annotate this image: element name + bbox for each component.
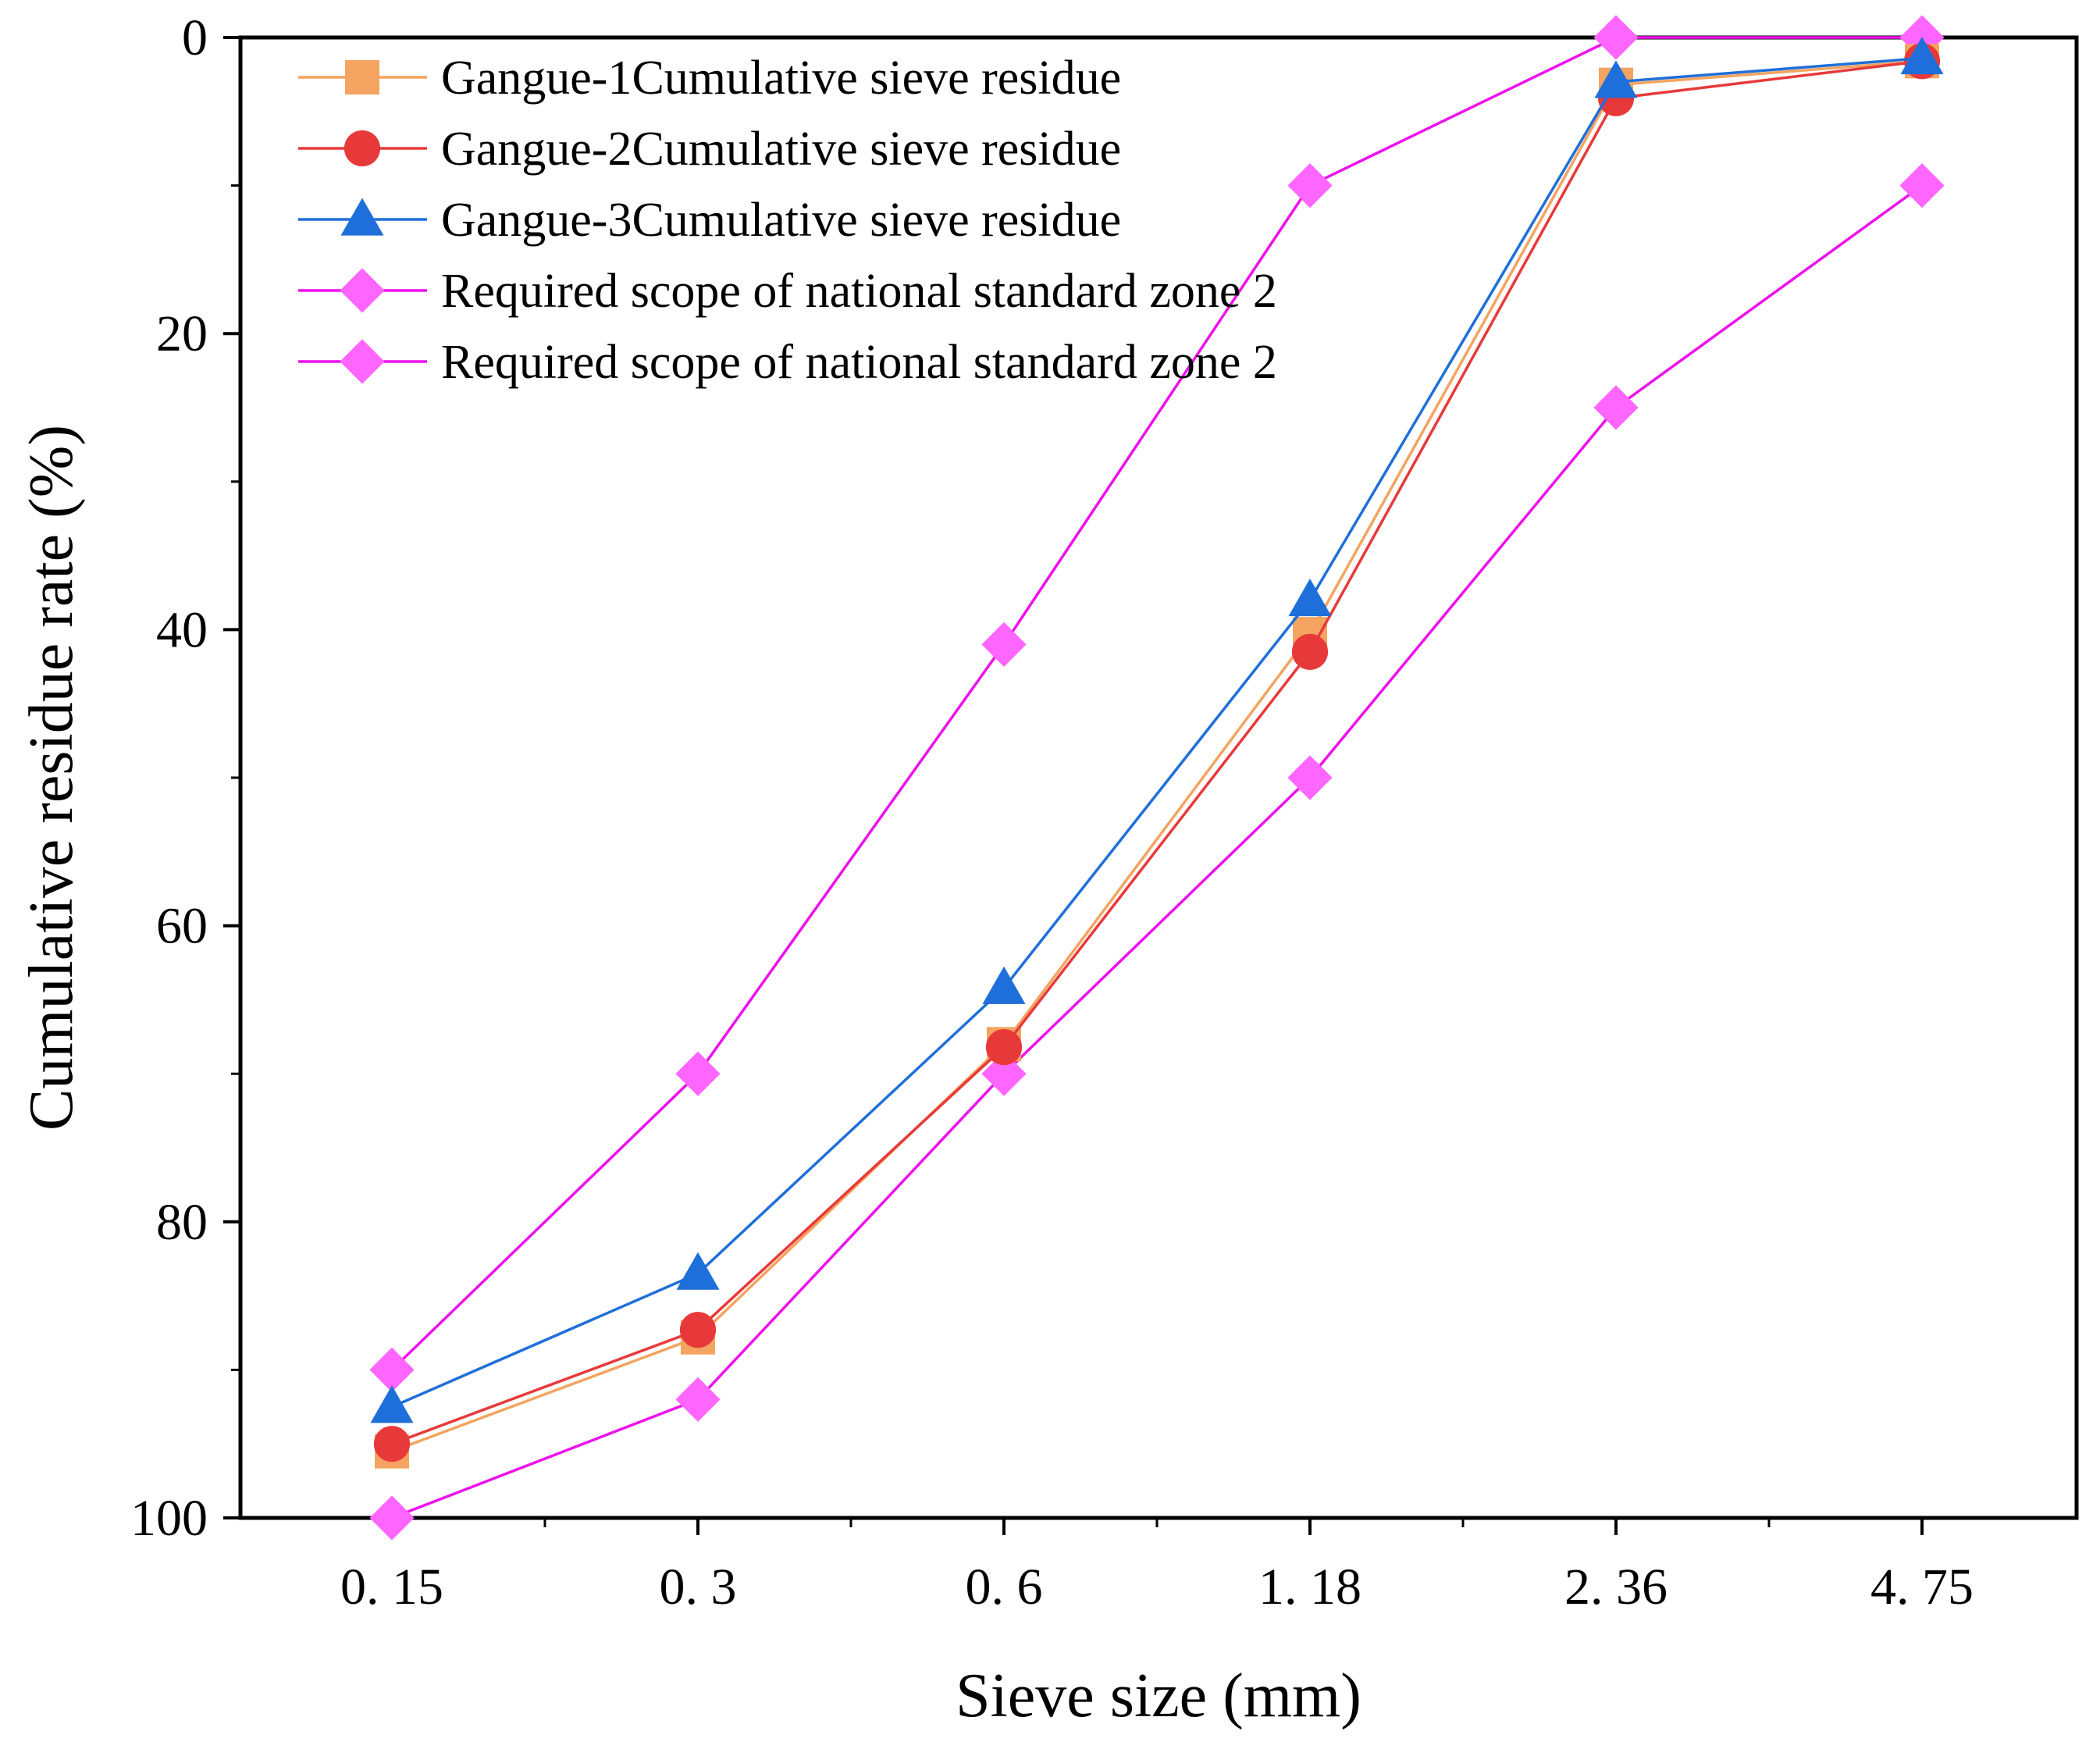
y-tick-label: 60 xyxy=(156,898,208,955)
series-2-point xyxy=(679,1312,717,1348)
series-5-point xyxy=(1593,385,1639,430)
legend-item: Required scope of national standard zone… xyxy=(298,265,1277,318)
series-2-point xyxy=(985,1028,1023,1066)
series-2-line xyxy=(391,59,1923,1445)
plot-frame xyxy=(238,35,2079,1520)
series-5-point xyxy=(675,1377,721,1422)
y-tick-label: 100 xyxy=(130,1490,208,1547)
legend: Gangue-1Cumulative sieve residue Gangue-2… xyxy=(298,52,1277,389)
y-axis-title: Cumulative residue rate (%) xyxy=(17,425,86,1131)
series-5 xyxy=(369,163,1945,1541)
series-5-point xyxy=(981,1051,1027,1096)
series-2-point xyxy=(373,1426,411,1462)
y-tick-label: 40 xyxy=(156,601,208,658)
legend-label: Gangue-3Cumulative sieve residue xyxy=(441,194,1121,247)
series-1-line xyxy=(391,59,1923,1453)
legend-marker xyxy=(345,60,379,94)
legend-label: Gangue-2Cumulative sieve residue xyxy=(441,123,1121,176)
series-3-point xyxy=(370,1385,414,1423)
series-5-point xyxy=(1287,755,1333,800)
series-5-point xyxy=(369,1495,415,1541)
y-tick-label: 0 xyxy=(182,9,208,66)
series-4-point xyxy=(675,1051,721,1096)
legend-item: Required scope of national standard zone… xyxy=(298,336,1277,389)
legend-item: Gangue-1Cumulative sieve residue xyxy=(298,52,1121,105)
x-axis-title: Sieve size (mm) xyxy=(956,1662,1361,1730)
series-3-point xyxy=(676,1252,720,1290)
series-5-point xyxy=(1899,163,1945,208)
x-tick-label: 0. 15 xyxy=(340,1559,443,1616)
series-3 xyxy=(370,37,1944,1423)
legend-item: Gangue-3Cumulative sieve residue xyxy=(298,194,1121,247)
series-2 xyxy=(373,43,1941,1462)
series-2-point xyxy=(1291,633,1329,670)
legend-label: Gangue-1Cumulative sieve residue xyxy=(441,52,1121,105)
series-3-point xyxy=(1594,60,1638,98)
series-4-point xyxy=(1287,163,1333,208)
series-1 xyxy=(375,44,1939,1469)
series-3-point xyxy=(1288,578,1332,617)
series-layer xyxy=(369,15,1945,1541)
legend-marker xyxy=(340,339,385,384)
legend-marker xyxy=(343,130,381,167)
series-3-line xyxy=(391,56,1923,1409)
x-tick-label: 4. 75 xyxy=(1870,1559,1974,1616)
x-tick-label: 0. 3 xyxy=(660,1559,737,1616)
series-3-point xyxy=(1900,37,1944,75)
legend-marker xyxy=(340,198,384,236)
x-tick-label: 1. 18 xyxy=(1258,1559,1361,1616)
series-5-line xyxy=(391,184,1924,1519)
x-tick-label: 2. 36 xyxy=(1564,1559,1668,1616)
series-4-point xyxy=(1593,15,1639,60)
y-tick-label: 80 xyxy=(156,1194,208,1251)
legend-marker xyxy=(340,268,385,313)
y-tick-label: 20 xyxy=(156,305,208,362)
legend-item: Gangue-2Cumulative sieve residue xyxy=(298,123,1121,176)
series-4-point xyxy=(981,622,1027,667)
ticks-layer: 0. 15 0. 3 0. 6 1. 18 2. 36 4. 75 0 20 40 60 80 100 xyxy=(130,9,1974,1616)
legend-label: Required scope of national standard zone… xyxy=(441,336,1277,389)
legend-label: Required scope of national standard zone… xyxy=(441,265,1277,318)
series-4-point xyxy=(369,1347,415,1392)
series-3-point xyxy=(982,966,1026,1004)
series-4-line xyxy=(390,36,1922,1371)
x-tick-label: 0. 6 xyxy=(966,1559,1043,1616)
